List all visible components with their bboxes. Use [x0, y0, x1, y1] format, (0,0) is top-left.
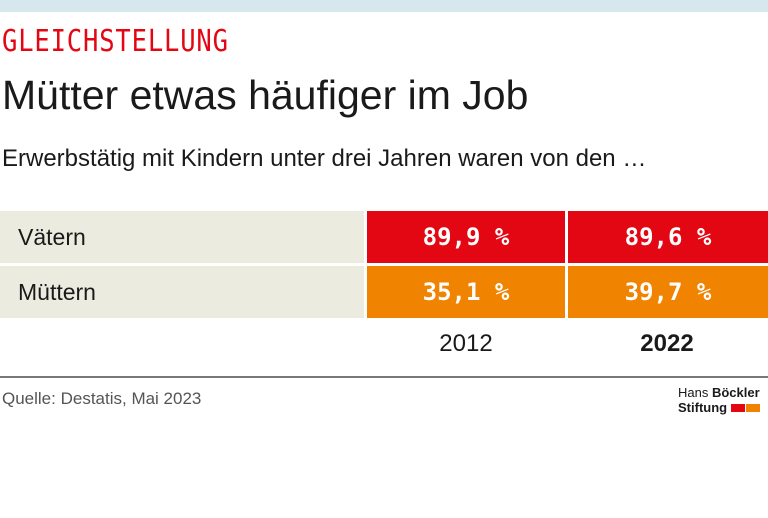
value-cell: 89,6 %: [568, 211, 768, 263]
column-header-2022: 2022: [640, 330, 694, 357]
logo-mark-icon: [730, 404, 745, 412]
value-cell: 35,1 %: [367, 266, 565, 318]
column-header-2012: 2012: [439, 330, 493, 357]
logo-text: Stiftung: [678, 400, 728, 415]
logo-mark-icon: [745, 404, 760, 412]
kicker: GLEICHSTELLUNG: [2, 24, 229, 59]
table-row-muetter: Müttern 35,1 % 39,7 %: [0, 266, 768, 318]
row-label: Vätern: [0, 211, 364, 263]
value-cell: 39,7 %: [568, 266, 768, 318]
source-note: Quelle: Destatis, Mai 2023: [2, 389, 202, 408]
logo-text: Böckler: [711, 385, 760, 400]
chart-title: Mütter etwas häufiger im Job: [2, 72, 529, 118]
value-cell: 89,9 %: [367, 211, 565, 263]
row-label: Müttern: [0, 266, 364, 318]
logo: Hans Böckler Stiftung: [678, 385, 760, 415]
table-row-vaeter: Vätern 89,9 % 89,6 %: [0, 211, 768, 263]
top-bar: [0, 0, 768, 12]
divider: [0, 376, 768, 378]
logo-text: Hans: [678, 385, 712, 400]
chart-subtitle: Erwerbstätig mit Kindern unter drei Jahr…: [2, 145, 647, 172]
